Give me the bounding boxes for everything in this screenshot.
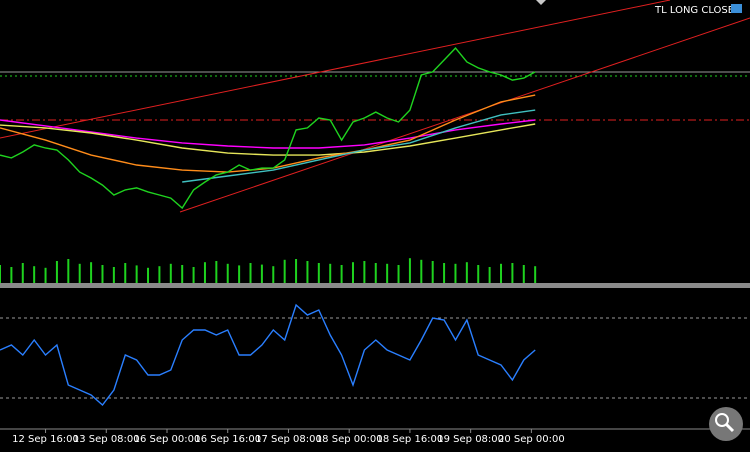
zoom-button[interactable] [709,407,743,441]
volume-bar [397,265,400,283]
x-tick-label: 18 Sep 16:00 [377,434,444,445]
zoom-glass[interactable] [715,413,729,427]
indicator-label: TL LONG CLOSE [654,5,734,16]
line-series [0,119,536,149]
volume-bar [260,264,263,283]
x-tick-label: 20 Sep 00:00 [498,434,565,445]
volume-bar [33,266,36,283]
volume-bar [511,263,514,283]
volume-bar [351,262,354,283]
volume-bar [454,263,457,283]
zoom-handle[interactable] [724,422,735,433]
volume-bar [215,261,218,283]
volume-bar [443,263,446,283]
volume-bar [488,267,491,283]
volume-bar [169,263,172,283]
volume-bar [317,263,320,283]
trend-line [179,17,750,213]
volume-bar [340,265,343,283]
volume-bar [249,263,252,283]
volume-bar [465,262,468,283]
volume-bar [420,259,423,283]
volume-bar [272,266,275,283]
indicator-icon [731,4,742,13]
x-tick-label: 18 Sep 00:00 [316,434,383,445]
volume-bar [0,265,1,283]
trend-line [0,0,671,139]
x-tick-label: 17 Sep 08:00 [255,434,322,445]
volume-bar [135,265,138,283]
volume-bar [226,263,229,283]
volume-bar [203,262,206,283]
volume-bar [124,263,127,283]
volume-bar [90,262,93,283]
volume-bar [295,259,298,283]
x-tick-label: 16 Sep 16:00 [194,434,261,445]
x-tick-label: 16 Sep 00:00 [134,434,201,445]
volume-bar [147,267,150,283]
volume-bar [21,263,24,283]
volume-bar [67,259,70,283]
volume-bar [329,263,332,283]
volume-bar [306,261,309,283]
volume-bar [283,259,286,283]
volume-bar [431,261,434,283]
line-series [0,47,536,210]
volume-bar [192,267,195,283]
volume-bar [55,261,58,283]
volume-bar [112,267,115,283]
volume-bar [44,267,47,283]
volume-bar [477,265,480,283]
volume-bar [238,265,241,283]
volume-bar [363,261,366,283]
volume-bar [374,263,377,283]
volume-bar [500,263,503,283]
x-tick-label: 19 Sep 08:00 [437,434,504,445]
line-series [0,123,536,156]
x-tick-label: 12 Sep 16:00 [12,434,79,445]
panel-separator [0,283,750,288]
volume-bar [158,266,161,283]
marker [536,0,546,5]
volume-bar [386,263,389,283]
volume-bar [181,265,184,283]
line-series [182,109,536,183]
volume-bar [522,265,525,283]
line-series [0,303,536,407]
x-tick-label: 13 Sep 08:00 [73,434,140,445]
volume-bar [101,265,104,283]
volume-bar [78,263,81,283]
volume-bar [534,266,537,283]
volume-bar [10,267,13,283]
volume-bar [408,258,411,283]
